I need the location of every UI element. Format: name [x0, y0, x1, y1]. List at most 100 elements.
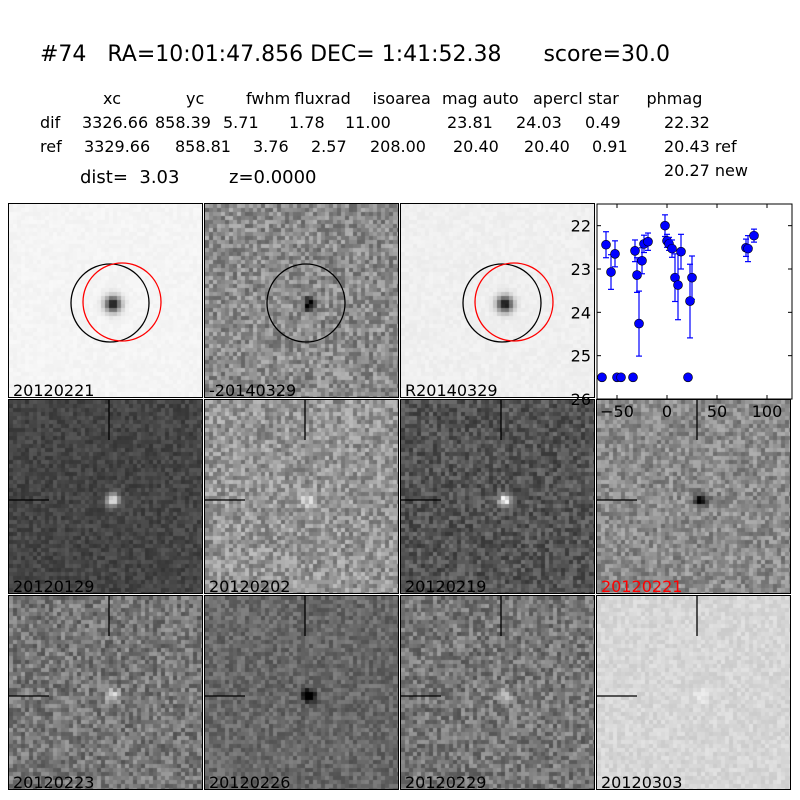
y-tick-label: 23: [571, 260, 591, 279]
figure-title: #74 RA=10:01:47.856 DEC= 1:41:52.38 scor…: [40, 42, 670, 67]
ref-phmag-value: 20.43 ref: [664, 137, 737, 156]
data-point: [597, 372, 607, 383]
row-label-dif: dif: [40, 113, 61, 132]
stamp-date-label: 20120303: [601, 773, 683, 790]
data-point: [601, 239, 611, 250]
data-point: [685, 296, 695, 306]
ref-isoarea-value: 208.00: [370, 137, 426, 156]
data-point: [687, 272, 697, 283]
image-stamp: 20120226: [204, 595, 399, 790]
column-header-yc: yc: [186, 89, 205, 108]
dif-xc-value: 3326.66: [82, 113, 149, 132]
column-header-aper: aper: [533, 89, 570, 108]
y-tick-label: 22: [571, 217, 591, 236]
image-stamp: R20140329: [400, 203, 595, 398]
data-point: [676, 246, 686, 257]
dif-yc-value: 858.39: [155, 113, 211, 132]
y-tick-label: 24: [571, 303, 591, 322]
data-point: [632, 270, 642, 280]
column-header-cl-star: cl star: [569, 89, 619, 108]
stamp-date-label: -20140329: [209, 381, 297, 398]
column-header-xc: xc: [103, 89, 121, 108]
column-header-fwhm: fwhm: [246, 89, 291, 108]
column-header-fluxrad: fluxrad: [294, 89, 351, 108]
image-stamp: 20120129: [8, 399, 203, 594]
ref-cl-star-value: 0.91: [592, 137, 628, 156]
ref-fwhm-value: 3.76: [253, 137, 289, 156]
stamp-date-label: 20120226: [209, 773, 291, 790]
data-point: [743, 243, 753, 254]
stamp-overlay: [597, 400, 698, 501]
data-point: [616, 372, 626, 383]
data-point: [637, 255, 647, 266]
stamp-date-label: 20120129: [13, 577, 95, 594]
stamp-date-label: 20120221: [13, 381, 95, 398]
column-header-phmag: phmag: [646, 89, 703, 108]
image-stamp: 20120229: [400, 595, 595, 790]
image-stamp: 20120221: [596, 399, 791, 594]
phmag-new: 20.27 new: [664, 161, 748, 180]
dif-aperture-circle: [70, 263, 150, 343]
stamp-date-label: 20120221: [601, 577, 683, 594]
stamp-image: [9, 204, 202, 397]
y-tick-label: 26: [571, 390, 591, 409]
stamp-date-label: 20120202: [209, 577, 291, 594]
stamp-overlay: [597, 596, 698, 697]
column-header-isoarea: isoarea: [372, 89, 431, 108]
image-stamp: 20120202: [204, 399, 399, 594]
image-stamp: -20140329: [204, 203, 399, 398]
ref-fluxrad-value: 2.57: [311, 137, 347, 156]
stamp-image: [9, 400, 202, 593]
stamp-overlay: [70, 262, 162, 343]
ref-xc-value: 3329.66: [84, 137, 151, 156]
image-stamp: 20120223: [8, 595, 203, 790]
dif-aperture-circle: [266, 263, 346, 343]
stamp-overlay: [401, 400, 502, 501]
dif-mag-auto-value: 23.81: [447, 113, 493, 132]
stamp-image: [401, 596, 594, 789]
stamp-overlay: [462, 262, 554, 343]
image-stamp: 20120219: [400, 399, 595, 594]
stamp-overlay: [9, 596, 110, 697]
stamp-image: [205, 596, 398, 789]
dif-aper-value: 24.03: [516, 113, 562, 132]
data-point: [749, 230, 759, 241]
y-tick-label: 25: [571, 347, 591, 366]
dif-fluxrad-value: 1.78: [289, 113, 325, 132]
data-point: [610, 249, 620, 259]
redshift-value: z=0.0000: [229, 167, 317, 188]
image-stamp: 20120221: [8, 203, 203, 398]
x-tick-label: 100: [752, 402, 783, 421]
stamp-overlay: [205, 400, 306, 501]
data-point: [660, 220, 670, 231]
stamp-image: [401, 400, 594, 593]
stamp-date-label: R20140329: [405, 381, 498, 398]
ref-aper-value: 20.40: [524, 137, 570, 156]
dif-cl-star-value: 0.49: [585, 113, 621, 132]
data-point: [667, 243, 677, 254]
stamp-image: [597, 400, 790, 593]
stamp-image: [205, 204, 398, 397]
ref-yc-value: 858.81: [175, 137, 231, 156]
ref-aperture-circle: [82, 262, 162, 342]
dif-isoarea-value: 11.00: [345, 113, 391, 132]
ref-mag-auto-value: 20.40: [453, 137, 499, 156]
dif-phmag-value: 22.32: [664, 113, 710, 132]
ref-aperture-circle: [474, 262, 554, 342]
stamp-overlay: [266, 263, 346, 343]
data-point: [673, 280, 683, 290]
data-point: [630, 246, 640, 256]
x-tick-label: 50: [707, 402, 727, 421]
dist-value: dist= 3.03: [80, 167, 180, 188]
dif-aperture-circle: [462, 263, 542, 343]
row-label-ref: ref: [40, 137, 62, 156]
image-stamp: 20120303: [596, 595, 791, 790]
data-point: [683, 372, 693, 383]
data-point: [634, 318, 644, 329]
stamp-overlay: [9, 400, 110, 501]
stamp-overlay: [205, 596, 306, 697]
x-tick-label: 0: [662, 402, 672, 421]
stamp-date-label: 20120219: [405, 577, 487, 594]
stamp-overlay: [401, 596, 502, 697]
